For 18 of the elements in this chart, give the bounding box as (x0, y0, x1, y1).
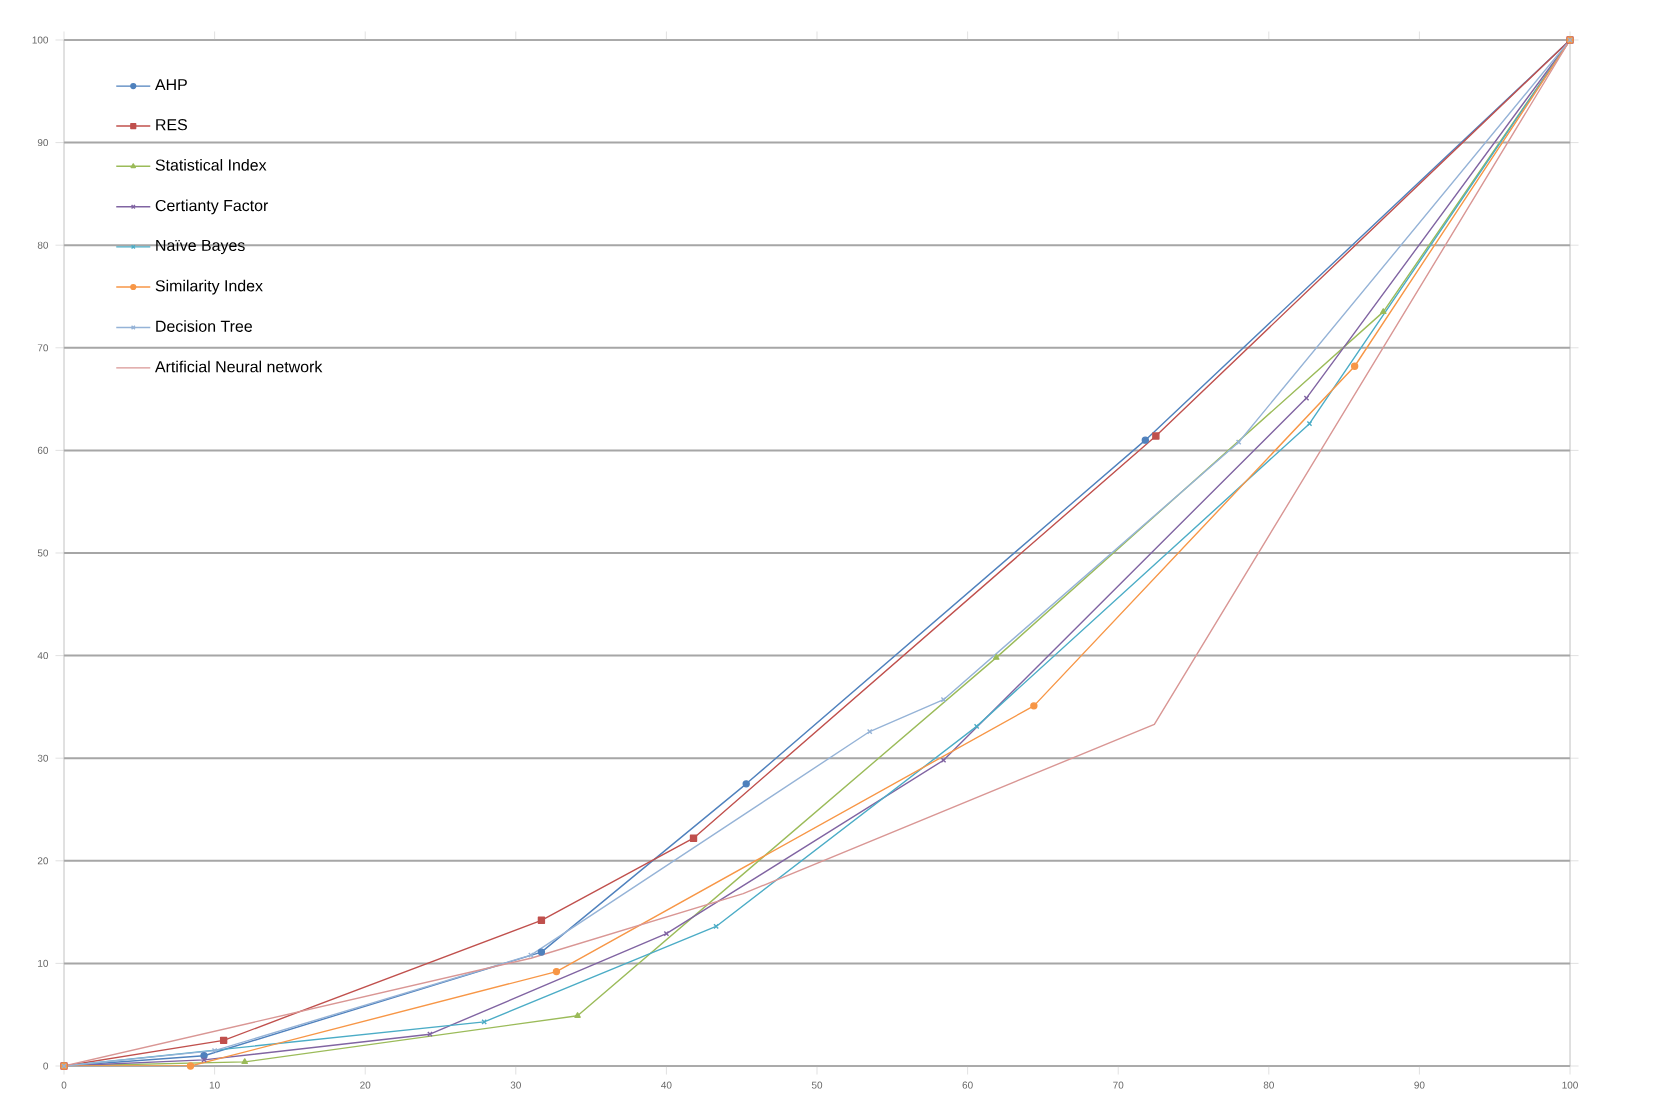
point (940, 696, 947, 703)
point (1030, 702, 1038, 710)
point (241, 1058, 249, 1065)
point (201, 1057, 207, 1063)
point (1152, 432, 1160, 440)
point (427, 1031, 433, 1037)
point (537, 916, 546, 924)
point (574, 1012, 581, 1018)
point (219, 1036, 228, 1045)
point (992, 653, 1000, 660)
point (186, 1062, 195, 1070)
point (742, 780, 750, 788)
point (689, 834, 698, 842)
point (1350, 362, 1359, 370)
point (537, 948, 546, 956)
point (552, 967, 561, 976)
point (1141, 436, 1150, 444)
point (1379, 308, 1387, 315)
